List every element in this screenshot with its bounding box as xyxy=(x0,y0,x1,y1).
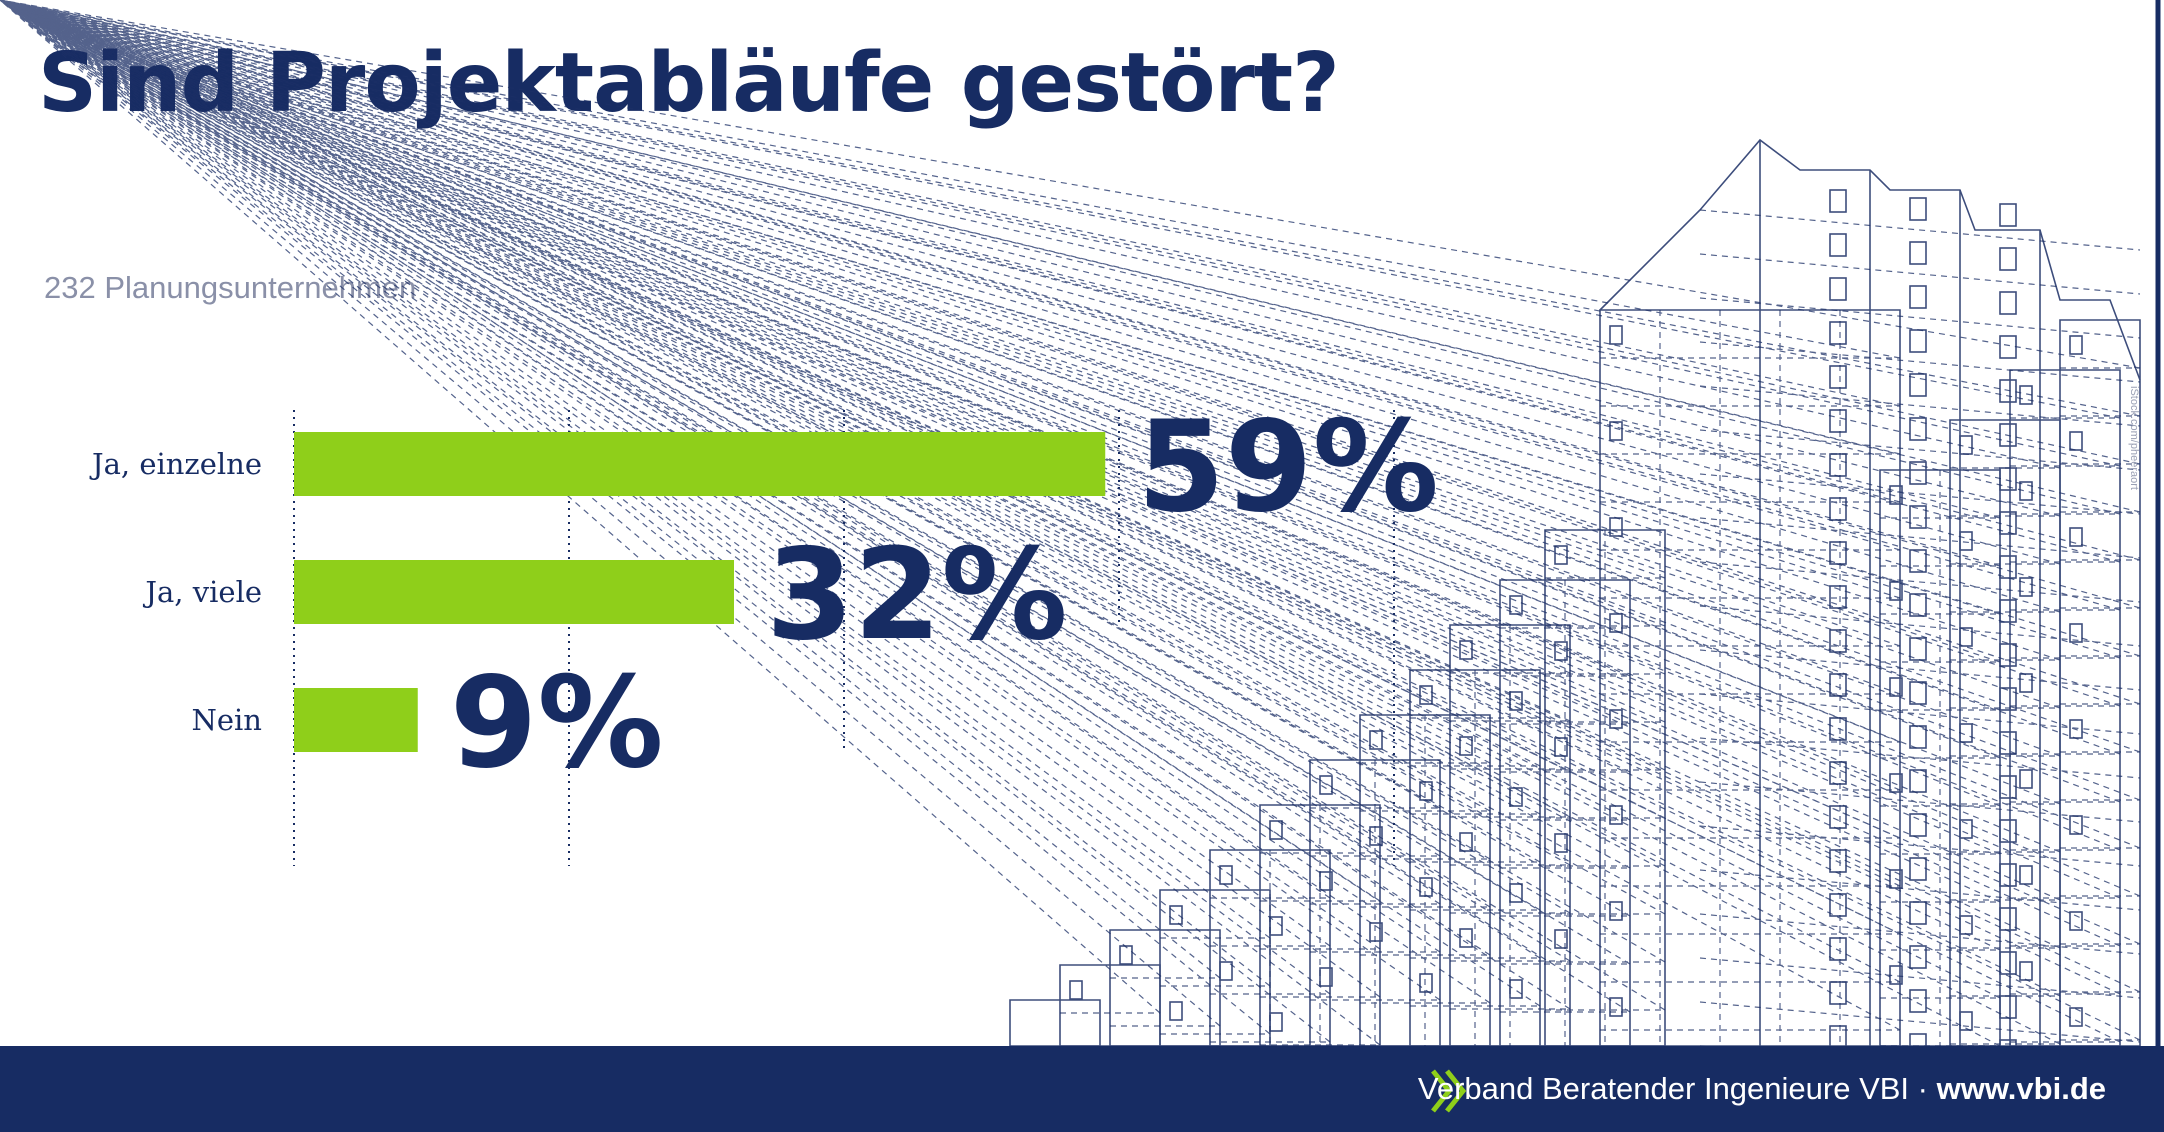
chart-subtitle: 232 Planungsunternehmen xyxy=(44,270,417,305)
footer-bar: Verband Beratender Ingenieure VBI · www.… xyxy=(0,1046,2164,1132)
bar-0 xyxy=(294,432,1106,496)
double-chevron-right-icon xyxy=(1431,1069,1467,1113)
footer-url-link[interactable]: www.vbi.de xyxy=(1936,1071,2106,1106)
value-label-0: 59% xyxy=(1137,393,1439,540)
category-label-2: Nein xyxy=(192,703,263,737)
bar-1 xyxy=(294,560,734,624)
category-label-0: Ja, einzelne xyxy=(89,447,262,481)
footer-org: Verband Beratender Ingenieure VBI · xyxy=(1417,1071,1937,1106)
category-label-1: Ja, viele xyxy=(142,575,262,609)
bar-2 xyxy=(294,688,418,752)
value-label-1: 32% xyxy=(766,521,1068,668)
image-credit: iStock.com/pheeraort xyxy=(2128,386,2140,490)
footer-text: Verband Beratender Ingenieure VBI · www.… xyxy=(1418,1064,2106,1114)
value-label-2: 9% xyxy=(450,649,664,796)
